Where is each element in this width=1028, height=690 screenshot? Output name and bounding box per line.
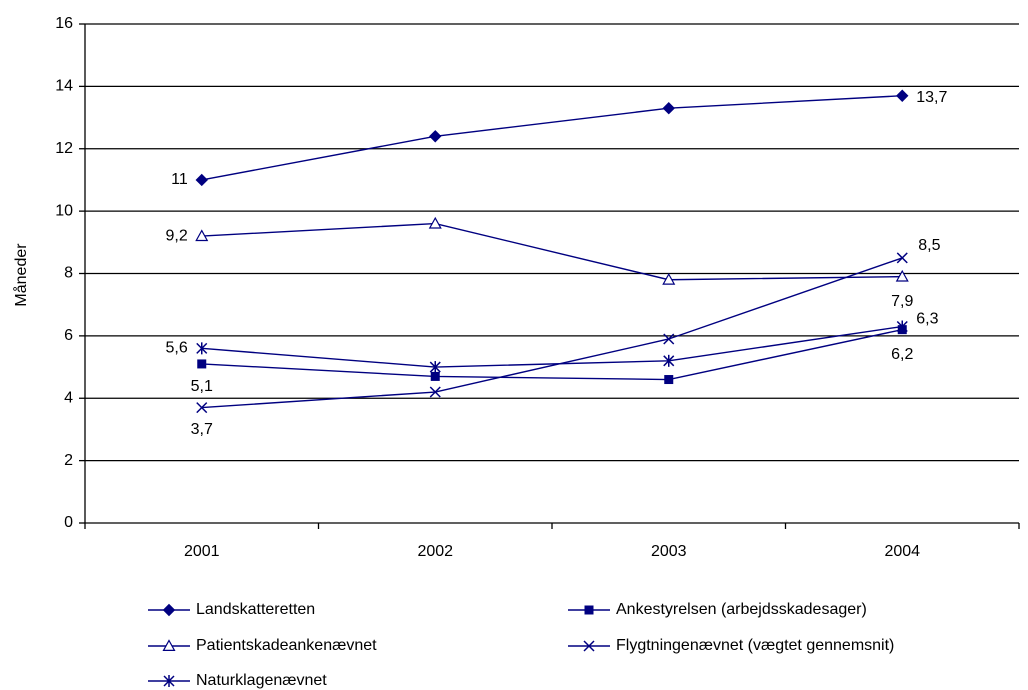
series-3	[195, 216, 909, 285]
data-label: 5,1	[191, 378, 213, 395]
series-line	[201, 95, 903, 181]
data-label: 6,2	[891, 346, 913, 363]
series-1	[195, 89, 909, 187]
data-label: 6,3	[916, 311, 938, 328]
legend-marker	[162, 639, 176, 652]
y-tick-label: 8	[64, 265, 73, 282]
legend-marker	[584, 605, 594, 615]
x-tick-label: 2003	[651, 543, 687, 560]
data-label: 7,9	[891, 293, 913, 310]
data-label: 8,5	[918, 237, 940, 254]
x-tick-label: 2004	[884, 543, 920, 560]
data-point	[429, 361, 441, 374]
series-line	[201, 325, 903, 368]
data-point	[428, 216, 442, 229]
data-point	[896, 89, 909, 102]
series-4	[196, 252, 908, 414]
x-tick-label: 2002	[417, 543, 453, 560]
y-tick-label: 16	[55, 15, 73, 32]
gridlines	[85, 23, 1019, 462]
data-point	[429, 386, 441, 398]
legend-label: Patientskadeankenævnet	[196, 637, 377, 654]
legend-item: Landskatteretten	[148, 601, 315, 618]
data-point	[662, 101, 675, 115]
data-point	[195, 173, 208, 187]
y-tick-label: 12	[55, 140, 73, 157]
data-point	[430, 371, 440, 381]
legend: Landskatteretten Ankestyrelsen (arbejdssk…	[148, 601, 894, 689]
series-line	[201, 222, 903, 281]
data-point	[195, 229, 209, 242]
data-point	[663, 354, 675, 367]
legend-item: Naturklagenævnet	[148, 672, 327, 689]
series-line	[201, 328, 903, 381]
legend-label: Naturklagenævnet	[196, 672, 327, 689]
data-point	[895, 269, 909, 282]
legend-marker	[583, 640, 595, 652]
y-tick-label: 14	[55, 78, 73, 95]
y-tick-label: 0	[64, 514, 73, 531]
legend-label: Ankestyrelsen (arbejdsskadesager)	[616, 601, 867, 618]
y-tick-label: 6	[64, 327, 73, 344]
series-line	[201, 257, 903, 409]
legend-item: Flygtningenævnet (vægtet gennemsnit)	[568, 637, 894, 654]
data-label: 11	[171, 171, 188, 188]
legend-label: Landskatteretten	[196, 601, 315, 618]
data-point	[662, 273, 676, 285]
data-point	[896, 252, 908, 264]
y-tick-label: 4	[64, 389, 73, 406]
x-tick-label: 2001	[184, 543, 220, 560]
y-axis-title: Måneder	[12, 243, 30, 307]
data-point	[196, 342, 208, 355]
data-labels: 11 13,7 5,1 6,2 9,2 7,9 3,7 8,5 5,6 6,3	[166, 89, 948, 438]
legend-marker	[163, 675, 175, 687]
legend-label: Flygtningenævnet (vægtet gennemsnit)	[616, 637, 894, 654]
data-point	[429, 130, 442, 143]
legend-marker	[162, 603, 176, 617]
data-label: 9,2	[166, 227, 188, 244]
axes: 0 2 4 6 8 10 12 14 16 2001 2002 2003 2004	[55, 15, 1020, 560]
y-tick-label: 10	[55, 202, 73, 219]
data-label: 3,7	[191, 421, 213, 438]
data-label: 5,6	[166, 340, 188, 357]
series-2	[197, 325, 907, 385]
series-lines	[195, 89, 909, 414]
legend-item: Patientskadeankenævnet	[148, 637, 377, 654]
data-point	[664, 375, 674, 385]
data-point	[896, 320, 908, 333]
legend-item: Ankestyrelsen (arbejdsskadesager)	[568, 601, 867, 618]
data-point	[196, 402, 208, 414]
data-point	[663, 333, 675, 345]
data-point	[197, 359, 207, 369]
y-tick-label: 2	[64, 452, 73, 469]
data-label: 13,7	[916, 89, 947, 106]
series-5	[196, 320, 908, 374]
